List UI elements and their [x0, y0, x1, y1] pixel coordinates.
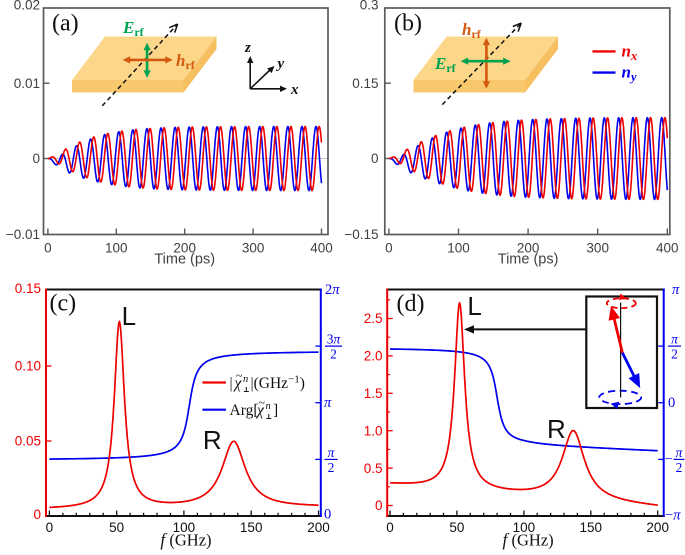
svg-text:0.02: 0.02: [14, 0, 40, 13]
svg-text:~: ~: [258, 396, 265, 410]
svg-text:L: L: [122, 301, 136, 331]
svg-text:2.0: 2.0: [364, 349, 383, 364]
svg-text:0.10: 0.10: [15, 359, 41, 374]
svg-text:0: 0: [386, 520, 394, 535]
svg-text:0: 0: [385, 241, 393, 256]
svg-text:100: 100: [513, 520, 536, 535]
svg-text:300: 300: [242, 241, 265, 256]
svg-text:0: 0: [33, 507, 41, 522]
svg-text:χ: χ: [233, 375, 243, 392]
svg-text:2.5: 2.5: [364, 311, 383, 326]
svg-text:~: ~: [236, 369, 243, 383]
svg-text:−: −: [665, 452, 673, 468]
svg-text:100: 100: [447, 241, 470, 256]
svg-text:Time (ps): Time (ps): [154, 252, 215, 268]
svg-text:2: 2: [671, 347, 678, 362]
svg-text:f: f: [503, 530, 510, 550]
svg-text:R: R: [547, 414, 566, 444]
svg-text:400: 400: [310, 241, 333, 256]
svg-text:200: 200: [517, 241, 540, 256]
svg-text:1.0: 1.0: [364, 423, 383, 438]
svg-text:100: 100: [173, 520, 196, 535]
svg-text:100: 100: [105, 241, 128, 256]
svg-text:π: π: [671, 332, 679, 347]
svg-text:|: |: [230, 375, 233, 392]
svg-text:0.3: 0.3: [360, 0, 379, 13]
svg-text:(b): (b): [394, 11, 422, 37]
svg-text:200: 200: [173, 241, 196, 256]
svg-text:(GHz): (GHz): [512, 531, 554, 550]
svg-text:Arg[: Arg[: [230, 402, 259, 419]
svg-text:]: ]: [273, 402, 278, 419]
svg-text:3π: 3π: [327, 332, 342, 347]
svg-text:0.15: 0.15: [15, 281, 41, 296]
svg-text:(GHz): (GHz): [169, 531, 211, 550]
svg-text:χ: χ: [255, 402, 265, 419]
svg-text:0: 0: [375, 498, 383, 513]
svg-text:400: 400: [656, 241, 679, 256]
svg-text:150: 150: [240, 520, 263, 535]
svg-text:0: 0: [46, 520, 54, 535]
svg-text:0: 0: [324, 507, 331, 523]
svg-text:−0.15: −0.15: [344, 227, 378, 242]
svg-text:150: 150: [580, 520, 603, 535]
svg-text:(c): (c): [50, 291, 77, 317]
svg-text:(a): (a): [52, 11, 79, 37]
svg-text:π: π: [324, 395, 332, 411]
svg-text:R: R: [203, 425, 222, 455]
svg-text:2π: 2π: [325, 282, 340, 298]
svg-text:1.5: 1.5: [364, 386, 383, 401]
svg-text:(d): (d): [397, 291, 425, 317]
svg-text:0.01: 0.01: [14, 76, 40, 91]
svg-text:L: L: [467, 291, 481, 321]
svg-text:z: z: [244, 40, 251, 56]
svg-text:0.05: 0.05: [15, 434, 41, 449]
svg-text:50: 50: [109, 520, 124, 535]
svg-text:n: n: [243, 374, 248, 385]
svg-text:x: x: [290, 82, 299, 98]
svg-text:n: n: [266, 401, 271, 412]
svg-text:π: π: [328, 445, 336, 460]
svg-text:2: 2: [676, 460, 683, 475]
svg-text:0: 0: [371, 151, 379, 166]
svg-text:0: 0: [32, 151, 40, 166]
svg-text:0.15: 0.15: [352, 76, 378, 91]
svg-text:300: 300: [586, 241, 609, 256]
svg-text:f: f: [160, 530, 167, 550]
svg-text:200: 200: [307, 520, 330, 535]
svg-text:0: 0: [668, 395, 675, 411]
svg-text:π: π: [676, 445, 684, 460]
svg-text:−0.01: −0.01: [6, 227, 40, 242]
svg-text:−π: −π: [665, 508, 681, 524]
svg-text:Time (ps): Time (ps): [498, 252, 559, 268]
svg-text:200: 200: [646, 520, 669, 535]
svg-text:π: π: [672, 282, 680, 298]
svg-text:0.5: 0.5: [364, 461, 383, 476]
svg-text:50: 50: [449, 520, 464, 535]
svg-text:2: 2: [330, 347, 337, 362]
svg-text:0: 0: [44, 241, 52, 256]
svg-text:y: y: [276, 56, 285, 72]
svg-text:2: 2: [328, 460, 335, 475]
